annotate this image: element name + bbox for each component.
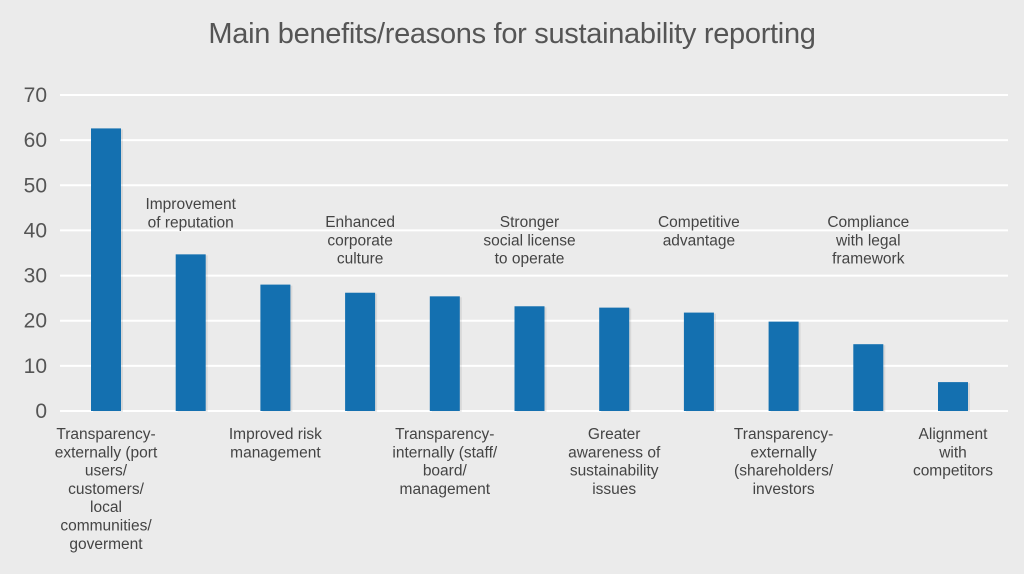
category-label: Improved risk management [229, 426, 322, 461]
y-tick-label: 70 [24, 84, 47, 107]
bar [91, 128, 121, 412]
category-label: Greater awareness of sustainability issues [568, 426, 661, 498]
category-label: Compliance with legal framework [827, 214, 909, 268]
bar [853, 344, 884, 411]
category-label: Enhanced corporate culture [325, 214, 395, 268]
chart-title: Main benefits/reasons for sustainability… [208, 18, 816, 50]
bar [768, 321, 799, 411]
category-label: Stronger social license to operate [483, 214, 575, 268]
y-tick-label: 20 [24, 310, 47, 333]
bar [514, 306, 545, 411]
category-label: Transparency-internally (staff/board/man… [392, 426, 498, 498]
y-tick-label: 40 [24, 219, 47, 242]
category-label: Improvement of reputation [145, 196, 236, 231]
y-tick-label: 0 [35, 400, 47, 423]
bar [429, 296, 460, 411]
category-label: Transparency-externally (shareholders/inv… [734, 426, 834, 498]
y-tick-label: 10 [24, 355, 47, 378]
bar [599, 307, 630, 411]
category-label: Alignment with competitors [913, 426, 993, 480]
y-tick-label: 50 [24, 174, 47, 197]
bar [683, 312, 714, 411]
y-tick-label: 60 [24, 129, 47, 152]
bar [345, 292, 376, 411]
category-label: Transparency-externally (port users/custo… [55, 426, 158, 553]
category-label: Competitive advantage [658, 214, 740, 249]
bar [175, 254, 206, 411]
y-tick-label: 30 [24, 265, 47, 288]
bar [938, 382, 968, 411]
bar [260, 284, 291, 411]
